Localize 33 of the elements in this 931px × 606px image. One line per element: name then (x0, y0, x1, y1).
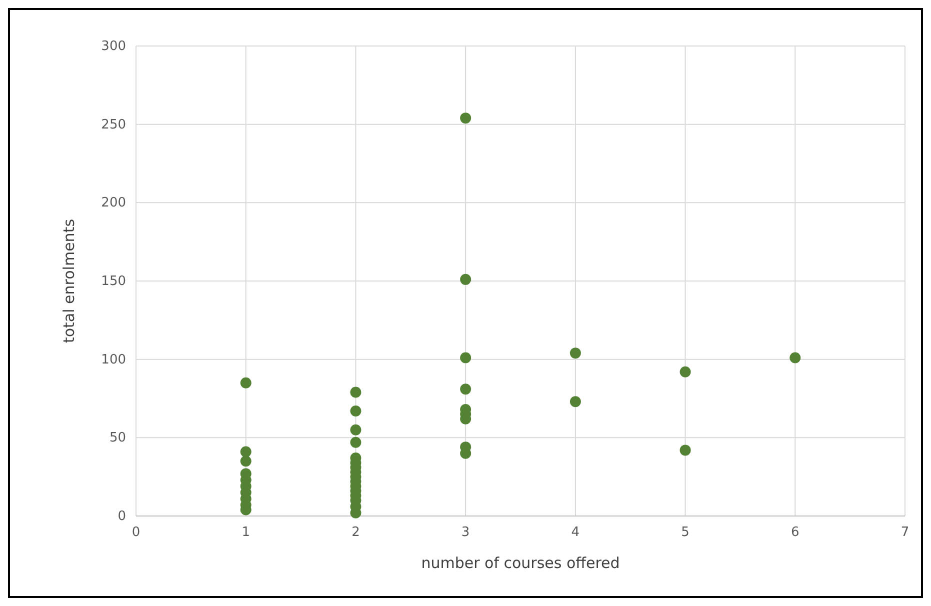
point (570, 348, 581, 359)
point (460, 112, 472, 124)
y-tick-label: 300 (101, 39, 126, 54)
x-tick-label: 5 (681, 525, 690, 540)
x-tick-label: 7 (900, 525, 910, 540)
x-axis-title: number of courses offered (421, 554, 620, 572)
point (460, 384, 472, 395)
x-tick-label: 0 (132, 525, 140, 540)
point (350, 386, 362, 398)
point (460, 352, 472, 364)
point (240, 456, 252, 467)
y-tick-label: 250 (101, 117, 126, 132)
y-tick-label: 50 (109, 430, 126, 446)
x-tick-label: 1 (242, 525, 250, 540)
point (680, 366, 691, 378)
point (350, 436, 362, 448)
y-tick-label: 0 (118, 509, 126, 524)
point (240, 377, 252, 388)
point (350, 406, 362, 417)
point (240, 446, 252, 458)
x-tick-label: 2 (352, 525, 360, 540)
point (680, 444, 691, 456)
point (350, 424, 362, 436)
x-tick-label: 4 (571, 525, 580, 540)
y-tick-label: 200 (101, 196, 126, 211)
x-tick-label: 3 (461, 525, 470, 540)
point (460, 274, 472, 285)
y-tick-label: 150 (101, 274, 126, 289)
point (790, 352, 801, 364)
y-tick-label: 100 (101, 352, 126, 368)
x-tick-label: 6 (791, 525, 800, 540)
point (570, 396, 581, 408)
y-axis-title: total enrolments (60, 218, 78, 344)
